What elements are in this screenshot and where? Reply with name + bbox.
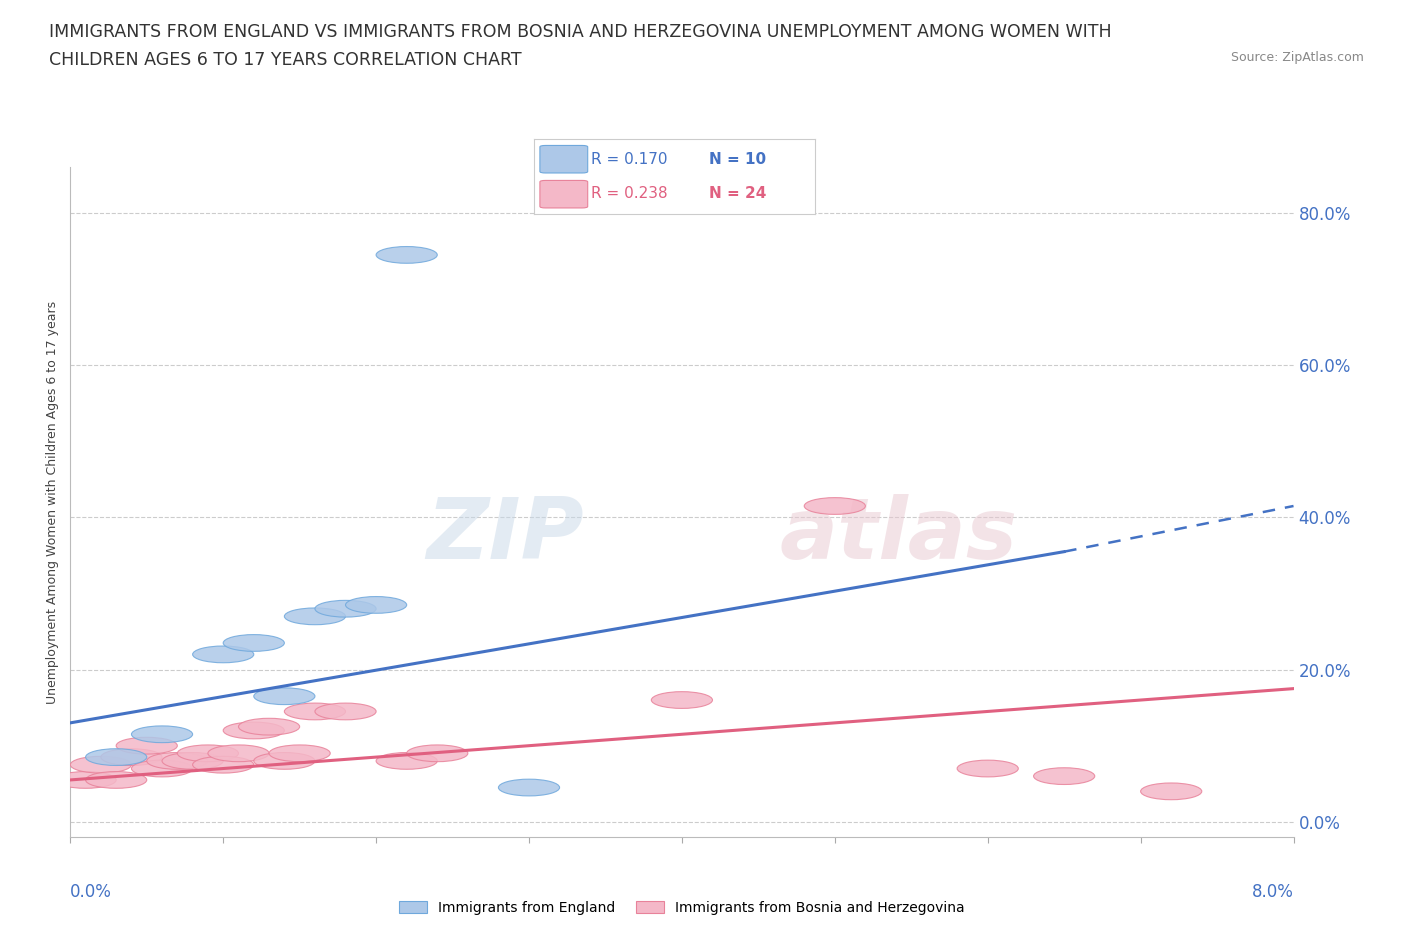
FancyBboxPatch shape: [540, 145, 588, 173]
Ellipse shape: [284, 703, 346, 720]
Ellipse shape: [101, 749, 162, 765]
Ellipse shape: [377, 752, 437, 769]
Ellipse shape: [193, 646, 254, 663]
Text: 0.0%: 0.0%: [70, 883, 112, 900]
FancyBboxPatch shape: [540, 180, 588, 208]
Ellipse shape: [406, 745, 468, 762]
Ellipse shape: [651, 692, 713, 709]
Ellipse shape: [132, 726, 193, 743]
Ellipse shape: [146, 752, 208, 769]
Text: 8.0%: 8.0%: [1251, 883, 1294, 900]
Y-axis label: Unemployment Among Women with Children Ages 6 to 17 years: Unemployment Among Women with Children A…: [46, 300, 59, 704]
Text: R = 0.238: R = 0.238: [591, 186, 666, 201]
Ellipse shape: [269, 745, 330, 762]
Ellipse shape: [224, 722, 284, 738]
Ellipse shape: [254, 688, 315, 705]
Ellipse shape: [1140, 783, 1202, 800]
Text: IMMIGRANTS FROM ENGLAND VS IMMIGRANTS FROM BOSNIA AND HERZEGOVINA UNEMPLOYMENT A: IMMIGRANTS FROM ENGLAND VS IMMIGRANTS FR…: [49, 23, 1112, 41]
Ellipse shape: [377, 246, 437, 263]
Ellipse shape: [132, 760, 193, 777]
Ellipse shape: [499, 779, 560, 796]
Ellipse shape: [177, 745, 239, 762]
Ellipse shape: [804, 498, 866, 514]
Ellipse shape: [284, 608, 346, 625]
Ellipse shape: [1033, 768, 1095, 785]
Ellipse shape: [224, 634, 284, 651]
Ellipse shape: [193, 756, 254, 773]
Text: CHILDREN AGES 6 TO 17 YEARS CORRELATION CHART: CHILDREN AGES 6 TO 17 YEARS CORRELATION …: [49, 51, 522, 69]
Legend: Immigrants from England, Immigrants from Bosnia and Herzegovina: Immigrants from England, Immigrants from…: [394, 896, 970, 921]
Ellipse shape: [239, 718, 299, 735]
Text: ZIP: ZIP: [426, 494, 583, 578]
Ellipse shape: [315, 601, 377, 618]
Ellipse shape: [162, 752, 224, 769]
Ellipse shape: [346, 596, 406, 613]
Text: Source: ZipAtlas.com: Source: ZipAtlas.com: [1230, 51, 1364, 64]
Ellipse shape: [254, 752, 315, 769]
Text: N = 10: N = 10: [709, 153, 766, 167]
Ellipse shape: [55, 772, 117, 789]
Text: N = 24: N = 24: [709, 186, 766, 201]
Ellipse shape: [957, 760, 1018, 777]
Text: R = 0.170: R = 0.170: [591, 153, 666, 167]
Ellipse shape: [208, 745, 269, 762]
Ellipse shape: [86, 749, 146, 765]
Text: atlas: atlas: [780, 494, 1018, 578]
Ellipse shape: [70, 756, 132, 773]
Ellipse shape: [315, 703, 377, 720]
Ellipse shape: [86, 772, 146, 789]
Ellipse shape: [117, 737, 177, 754]
